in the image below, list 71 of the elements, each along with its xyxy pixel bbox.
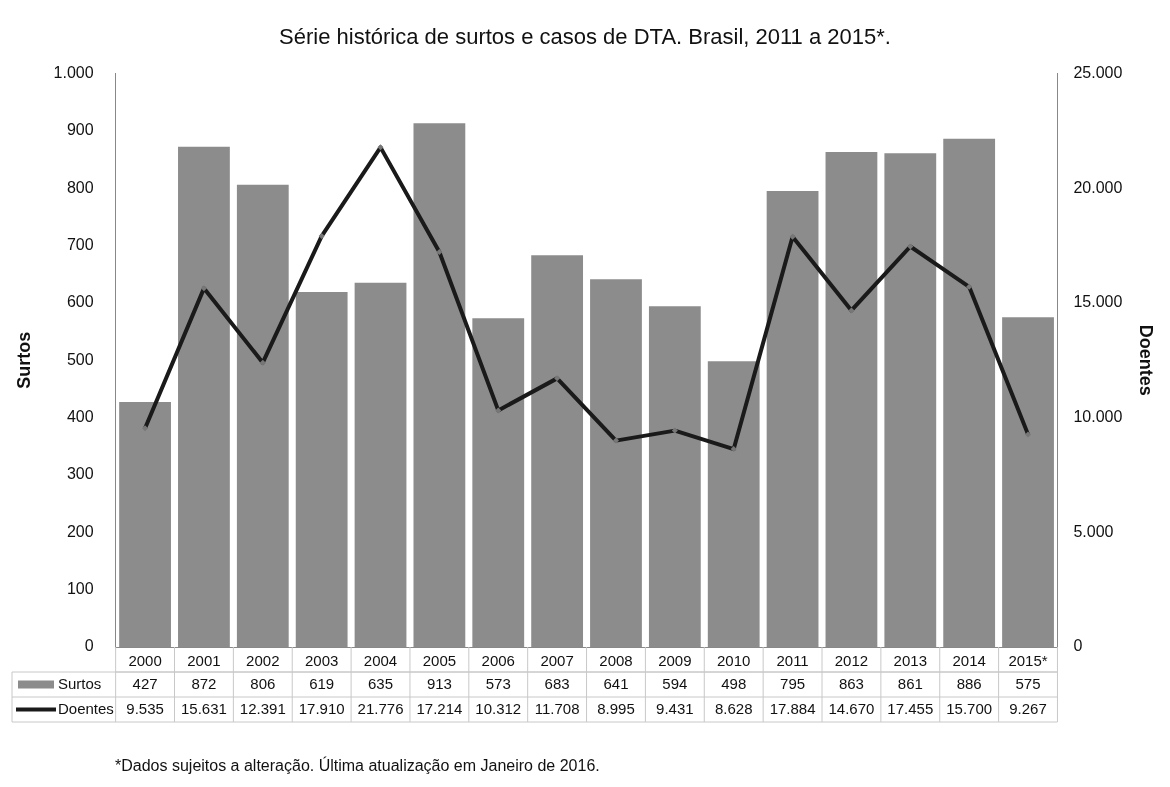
x-tick-label: 2000 <box>128 652 162 670</box>
x-tick-label: 2013 <box>893 652 927 670</box>
data-label: 594 <box>662 674 688 692</box>
y2-axis-title: Doentes <box>1136 324 1157 396</box>
y-tick-label: 700 <box>66 235 94 253</box>
legend-label: Surtos <box>58 674 102 692</box>
x-tick-label: 2015* <box>1008 652 1048 670</box>
data-label: 619 <box>309 674 335 692</box>
data-label: 795 <box>780 674 806 692</box>
x-tick-label: 2002 <box>246 652 280 670</box>
data-label: 9.267 <box>1009 699 1047 717</box>
data-label: 17.884 <box>769 699 816 717</box>
x-tick-label: 2014 <box>952 652 986 670</box>
x-tick-label: 2008 <box>599 652 633 670</box>
data-label: 12.391 <box>239 699 286 717</box>
y-tick-label: 400 <box>66 407 94 425</box>
x-tick-label: 2003 <box>304 652 339 670</box>
data-label: 9.535 <box>126 699 164 717</box>
data-label: 573 <box>485 674 511 692</box>
data-label: 11.708 <box>534 699 580 717</box>
x-tick-label: 2011 <box>776 652 809 670</box>
data-label: 21.776 <box>357 699 404 717</box>
y2-tick-label: 25.000 <box>1073 63 1123 81</box>
data-label: 14.670 <box>828 699 875 717</box>
y2-tick-label: 15.000 <box>1073 293 1123 311</box>
data-label: 427 <box>132 674 158 692</box>
data-label: 886 <box>956 674 982 692</box>
x-tick-label: 2005 <box>422 652 457 670</box>
y-tick-label: 1.000 <box>53 63 94 81</box>
data-label: 863 <box>838 674 864 692</box>
text: *Dados sujeitos a alteração. Última atualização em Janeiro de 2016. <box>115 756 600 775</box>
y2-tick-label: 0 <box>1073 637 1083 655</box>
data-label: 9.431 <box>656 699 694 717</box>
y-axis-title: Surtos <box>13 331 34 389</box>
x-tick-label: 2010 <box>717 652 751 670</box>
y2-tick-label: 20.000 <box>1073 178 1123 196</box>
y2-tick-label: 10.000 <box>1073 407 1123 425</box>
data-label: 806 <box>250 674 276 692</box>
data-label: 17.214 <box>416 699 463 717</box>
data-label: 8.995 <box>597 699 635 717</box>
legend-label: Doentes <box>58 699 114 717</box>
y2-tick-label: 5.000 <box>1073 522 1114 540</box>
y-tick-label: 200 <box>66 522 94 540</box>
data-label: 10.312 <box>475 699 522 717</box>
data-label: 913 <box>426 674 452 692</box>
y-tick-label: 0 <box>84 637 94 655</box>
data-label: 575 <box>1015 674 1041 692</box>
data-label: 872 <box>191 674 217 692</box>
y-tick-label: 300 <box>66 465 94 483</box>
data-label: 635 <box>368 674 394 692</box>
x-tick-label: 2007 <box>540 652 574 670</box>
data-label: 15.700 <box>946 699 993 717</box>
y-tick-label: 500 <box>66 350 94 368</box>
data-label: 15.631 <box>180 699 227 717</box>
x-tick-label: 2009 <box>658 652 692 670</box>
data-label: 8.628 <box>714 699 753 717</box>
chart-title: Série histórica de surtos e casos de DTA. Brasil, 2011 a 2015*. <box>279 24 891 50</box>
x-tick-label: 2004 <box>363 652 398 670</box>
data-label: 641 <box>603 674 629 692</box>
y-tick-label: 800 <box>66 178 94 196</box>
data-label: 498 <box>721 674 747 692</box>
y-tick-label: 600 <box>66 293 94 311</box>
y-tick-label: 900 <box>66 121 94 139</box>
y-tick-label: 100 <box>66 580 94 598</box>
data-label: 17.455 <box>887 699 934 717</box>
x-tick-label: 2006 <box>481 652 515 670</box>
x-tick-label: 2012 <box>834 652 869 670</box>
data-label: 861 <box>897 674 923 692</box>
data-label: 683 <box>544 674 570 692</box>
data-label: 17.910 <box>298 699 345 717</box>
x-tick-label: 2001 <box>187 652 221 670</box>
